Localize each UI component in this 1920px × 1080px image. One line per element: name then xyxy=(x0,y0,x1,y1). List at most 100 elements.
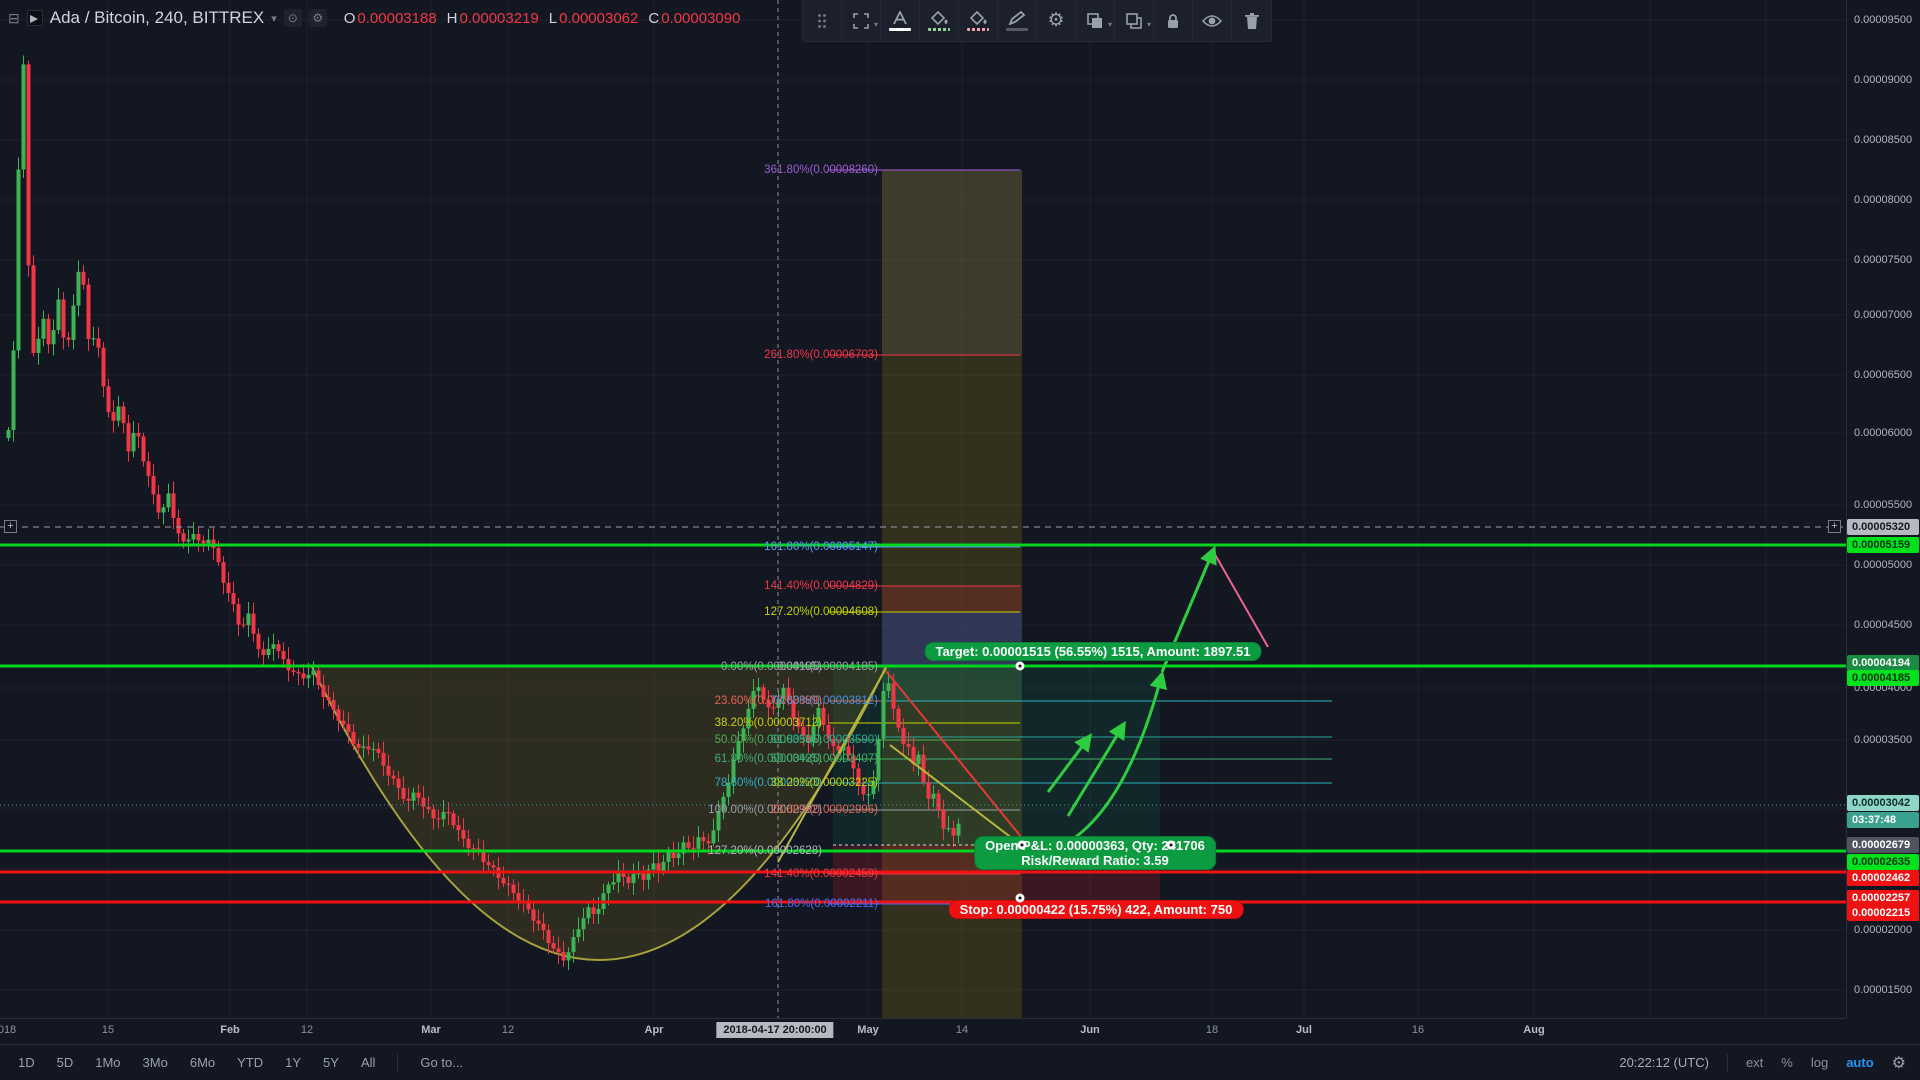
time-tick: 16 xyxy=(1411,1024,1425,1036)
add-alert-plus-icon[interactable]: + xyxy=(4,520,17,533)
fib-label: 61.80%(0.00003425) xyxy=(715,753,823,765)
price-tag: 0.00004185 xyxy=(1847,670,1919,686)
drag-handle-point[interactable] xyxy=(1017,840,1027,850)
trash-icon[interactable] xyxy=(1232,0,1271,41)
range-button-1d[interactable]: 1D xyxy=(18,1055,35,1070)
divider xyxy=(397,1053,399,1072)
log-scale-button[interactable]: log xyxy=(1810,1055,1829,1070)
fib-label: 38.20%(0.00003712) xyxy=(715,717,823,729)
price-tag: 0.00002679 xyxy=(1847,837,1919,853)
drag-handle-point[interactable] xyxy=(1166,840,1176,850)
close-value: 0.00003090 xyxy=(661,9,741,27)
target-label[interactable]: Target: 0.00001515 (56.55%) 1515, Amount… xyxy=(924,642,1262,661)
range-button-1mo[interactable]: 1Mo xyxy=(95,1055,121,1070)
text-color-button[interactable] xyxy=(881,0,920,41)
price-tick: 0.00007000 xyxy=(1854,309,1913,321)
add-alert-plus-icon[interactable]: + xyxy=(1828,520,1841,533)
open-pl-line: Open P&L: 0.00000363, Qty: 241706 xyxy=(985,838,1205,853)
price-tick: 0.00009500 xyxy=(1854,14,1913,26)
range-button-5y[interactable]: 5Y xyxy=(323,1055,339,1070)
symbol-quick-icon-2[interactable]: ⚙ xyxy=(308,9,327,27)
drag-handle-point[interactable] xyxy=(1015,893,1025,903)
settings-gear-icon[interactable]: ⚙ xyxy=(1891,1054,1906,1072)
fill-color-green-button[interactable] xyxy=(920,0,959,41)
fib-label: 141.40%(0.00004829) xyxy=(764,580,878,592)
fib-label: 161.80%(0.00005147) xyxy=(764,541,878,553)
fill-color-red-button[interactable] xyxy=(959,0,998,41)
collapse-panel-icon[interactable]: ⊟ xyxy=(8,9,20,26)
goto-button[interactable]: Go to... xyxy=(420,1055,464,1070)
eye-icon[interactable] xyxy=(1193,0,1232,41)
fib-label: 261.80%(0.00006703) xyxy=(764,349,878,361)
range-button-ytd[interactable]: YTD xyxy=(237,1055,264,1070)
price-tick: 0.00007500 xyxy=(1854,254,1913,266)
chart-area[interactable]: 0.00%(0.00004105) 23.60%(0.00003889) 38.20… xyxy=(0,0,1846,1018)
rect-select-button[interactable]: ▾ xyxy=(842,0,881,41)
price-tick: 0.00003500 xyxy=(1854,734,1913,746)
time-tick: Apr xyxy=(644,1024,664,1036)
settings-gear-icon[interactable]: ⚙ xyxy=(1037,0,1076,41)
clone-button[interactable]: ▾ xyxy=(1115,0,1154,41)
price-tick: 0.00009000 xyxy=(1854,74,1913,86)
symbol-legend: ⊟ Ada / Bitcoin, 240, BITTREX ▾ ⊙ ⚙ O 0.0… xyxy=(8,8,740,28)
fib-label: 78.60%(0.00003223) xyxy=(715,777,823,789)
fib-label: 127.20%(0.00004608) xyxy=(764,606,878,618)
fib-label: 23.60%(0.00002996) xyxy=(771,804,879,816)
auto-scale-button[interactable]: auto xyxy=(1846,1055,1874,1070)
time-axis[interactable]: 2018-04-17 20:00:00 018 15 Feb 12 Mar 12 Apr Ma… xyxy=(0,1018,1846,1044)
price-tag: 0.00002462 xyxy=(1847,870,1919,886)
range-button-1y[interactable]: 1Y xyxy=(285,1055,302,1070)
fib-label: 127.20%(0.00002628) xyxy=(708,845,822,857)
time-tick: 15 xyxy=(101,1024,115,1036)
fib-label: 0.00%(0.00004105) xyxy=(721,661,822,673)
divider xyxy=(1726,1053,1728,1072)
price-tick: 0.00006500 xyxy=(1854,369,1913,381)
candlestick-chart: 0.00%(0.00004105) 23.60%(0.00003889) 38.20… xyxy=(0,0,1846,1018)
range-button-5d[interactable]: 5D xyxy=(56,1055,74,1070)
fib-label: 50.00%(0.00003565) xyxy=(715,734,823,746)
range-button-3mo[interactable]: 3Mo xyxy=(142,1055,168,1070)
fib-label: 50.00%(0.00003407) xyxy=(771,753,879,765)
range-button-6mo[interactable]: 6Mo xyxy=(189,1055,216,1070)
lock-icon[interactable] xyxy=(1154,0,1193,41)
fib-label: 38.20%(0.00003225) xyxy=(771,777,879,789)
time-tick: Mar xyxy=(421,1024,441,1036)
price-tag: 0.00005320 xyxy=(1847,519,1919,535)
drag-handle-point[interactable] xyxy=(1015,661,1025,671)
fib-label: 161.80%(0.00002211) xyxy=(765,898,878,910)
low-value: 0.00003062 xyxy=(559,9,639,27)
bottom-toolbar: 1D 5D 1Mo 3Mo 6Mo YTD 1Y 5Y All Go to... 20:22:1… xyxy=(0,1044,1920,1080)
price-axis[interactable]: 0.00009500 0.00009000 0.00008500 0.00008000… xyxy=(1846,0,1920,1018)
fib-label: 0.00%(0.00004185) xyxy=(777,661,878,673)
symbol-icon xyxy=(26,10,43,26)
drawing-toolbar: ▾ ⚙ ▾ xyxy=(802,0,1272,42)
open-label[interactable]: Open P&L: 0.00000363, Qty: 241706 Risk/R… xyxy=(974,836,1216,870)
fib-label: 23.60%(0.00003889) xyxy=(715,695,823,707)
open-value: 0.00003188 xyxy=(357,9,437,27)
fill-red-swatch xyxy=(967,27,989,31)
pencil-button[interactable] xyxy=(998,0,1037,41)
price-tag: 0.00002635 xyxy=(1847,854,1919,870)
fib-label: 78.60%(0.00003812) xyxy=(771,695,879,707)
price-tick: 0.00008000 xyxy=(1854,194,1913,206)
crosshair-date-tag: 2018-04-17 20:00:00 xyxy=(716,1022,834,1038)
extended-hours-button[interactable]: ext xyxy=(1745,1055,1764,1070)
fill-green-swatch xyxy=(928,27,950,31)
fib-label: 100.00%(0.00002982) xyxy=(708,804,822,816)
chevron-down-icon: ▾ xyxy=(1146,20,1151,29)
drag-handle[interactable] xyxy=(803,0,842,41)
range-buttons: 1D 5D 1Mo 3Mo 6Mo YTD 1Y 5Y All xyxy=(0,1055,375,1070)
chevron-down-icon: ▾ xyxy=(873,20,878,29)
time-tick: 12 xyxy=(501,1024,515,1036)
pencil-width-swatch xyxy=(1006,27,1028,31)
symbol-title[interactable]: Ada / Bitcoin, 240, BITTREX xyxy=(49,8,265,27)
range-button-all[interactable]: All xyxy=(360,1055,376,1070)
layers-button[interactable]: ▾ xyxy=(1076,0,1115,41)
clock[interactable]: 20:22:12 (UTC) xyxy=(1619,1055,1709,1070)
symbol-quick-icon-1[interactable]: ⊙ xyxy=(283,9,302,27)
percent-scale-button[interactable]: % xyxy=(1781,1055,1793,1070)
stop-label[interactable]: Stop: 0.00000422 (15.75%) 422, Amount: 7… xyxy=(948,900,1244,919)
chevron-down-icon[interactable]: ▾ xyxy=(271,12,277,25)
text-color-swatch xyxy=(889,27,911,31)
